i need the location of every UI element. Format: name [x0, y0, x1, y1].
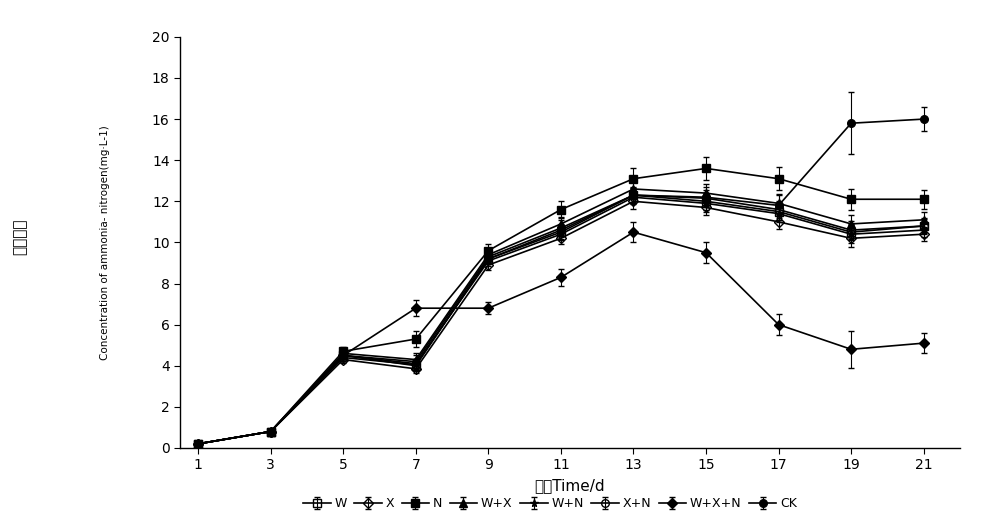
Legend: W, X, N, W+X, W+N, X+N, W+X+N, CK: W, X, N, W+X, W+N, X+N, W+X+N, CK [298, 492, 802, 515]
X-axis label: 时间Time/d: 时间Time/d [535, 478, 605, 493]
Y-axis label: Concentration of ammonia- nitrogen(mg·L-1): Concentration of ammonia- nitrogen(mg·L-… [100, 125, 110, 360]
Text: 氨氮浓度: 氨氮浓度 [12, 219, 28, 256]
